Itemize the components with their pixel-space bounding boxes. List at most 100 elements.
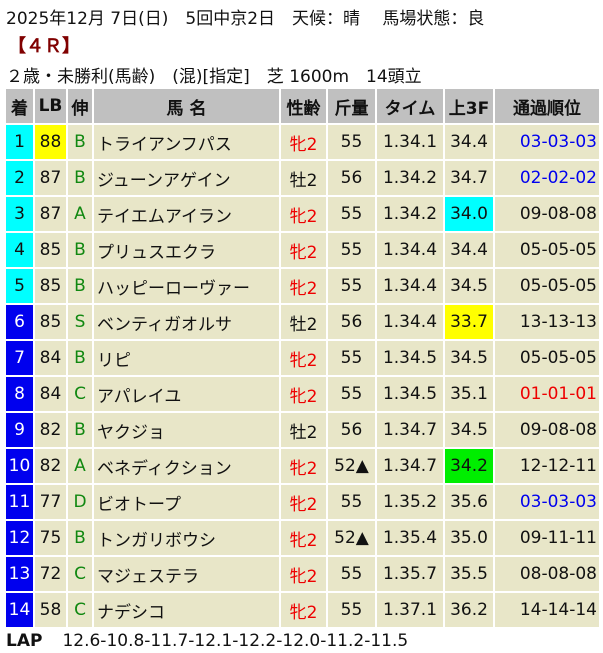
rank-cell: 6: [6, 305, 33, 339]
horse-name[interactable]: リピ: [94, 341, 279, 375]
weight-cell: 55: [328, 269, 375, 303]
time-cell: 1.34.5: [377, 377, 443, 411]
horse-name[interactable]: ビオトープ: [94, 485, 279, 519]
time-cell: 1.34.2: [377, 161, 443, 195]
horse-name[interactable]: ナデシコ: [94, 593, 279, 627]
rank-cell: 5: [6, 269, 33, 303]
result-row: 2 87 B ジューンアゲイン 牡2 56 1.34.2 34.7 02-02-02: [6, 161, 599, 195]
lb-cell: 75: [35, 521, 66, 555]
weight-cell: 55: [328, 593, 375, 627]
passing-cell: 14-14-14: [495, 593, 599, 627]
rank-cell: 8: [6, 377, 33, 411]
nobi-cell: B: [68, 233, 92, 267]
last3f-cell: 34.5: [445, 269, 493, 303]
rank-cell: 1: [6, 125, 33, 159]
time-cell: 1.34.5: [377, 341, 443, 375]
lb-cell: 82: [35, 413, 66, 447]
horse-name[interactable]: ベンティガオルサ: [94, 305, 279, 339]
rank-cell: 3: [6, 197, 33, 231]
horse-name[interactable]: トライアンフパス: [94, 125, 279, 159]
horse-name[interactable]: プリュスエクラ: [94, 233, 279, 267]
last3f-cell: 34.2: [445, 449, 493, 483]
col-weight: 斤量: [328, 89, 375, 123]
rank-cell: 12: [6, 521, 33, 555]
horse-name[interactable]: テイエムアイラン: [94, 197, 279, 231]
sex-age-cell: 牝2: [281, 449, 326, 483]
lb-cell: 85: [35, 269, 66, 303]
lb-cell: 87: [35, 161, 66, 195]
sex-age-cell: 牝2: [281, 233, 326, 267]
result-row: 6 85 S ベンティガオルサ 牡2 56 1.34.4 33.7 13-13-13: [6, 305, 599, 339]
sex-age-cell: 牡2: [281, 413, 326, 447]
result-row: 3 87 A テイエムアイラン 牝2 55 1.34.2 34.0 09-08-08: [6, 197, 599, 231]
weight-cell: 55: [328, 233, 375, 267]
result-row: 14 58 C ナデシコ 牝2 55 1.37.1 36.2 14-14-14: [6, 593, 599, 627]
nobi-cell: C: [68, 557, 92, 591]
rank-cell: 9: [6, 413, 33, 447]
passing-cell: 09-11-11: [495, 521, 599, 555]
weight-cell: 55: [328, 557, 375, 591]
lap-label: LAP: [6, 631, 43, 651]
horse-name[interactable]: ヤクジョ: [94, 413, 279, 447]
col-time: タイム: [377, 89, 443, 123]
result-row: 5 85 B ハッピーローヴァー 牝2 55 1.34.4 34.5 05-05-05: [6, 269, 599, 303]
passing-cell: 05-05-05: [495, 269, 599, 303]
passing-cell: 05-05-05: [495, 233, 599, 267]
passing-cell: 13-13-13: [495, 305, 599, 339]
sex-age-cell: 牝2: [281, 269, 326, 303]
sex-age-cell: 牝2: [281, 485, 326, 519]
nobi-cell: A: [68, 449, 92, 483]
sex-age-cell: 牡2: [281, 305, 326, 339]
lb-cell: 88: [35, 125, 66, 159]
horse-name[interactable]: ジューンアゲイン: [94, 161, 279, 195]
sex-age-cell: 牝2: [281, 557, 326, 591]
last3f-cell: 36.2: [445, 593, 493, 627]
horse-name[interactable]: アパレイユ: [94, 377, 279, 411]
last3f-cell: 35.5: [445, 557, 493, 591]
last3f-cell: 34.5: [445, 341, 493, 375]
weight-cell: 55: [328, 197, 375, 231]
weight-cell: 56: [328, 161, 375, 195]
nobi-cell: B: [68, 161, 92, 195]
horse-name[interactable]: トンガリボウシ: [94, 521, 279, 555]
last3f-cell: 34.0: [445, 197, 493, 231]
horse-name[interactable]: ベネディクション: [94, 449, 279, 483]
time-cell: 1.34.4: [377, 269, 443, 303]
lb-cell: 58: [35, 593, 66, 627]
time-cell: 1.37.1: [377, 593, 443, 627]
last3f-cell: 35.0: [445, 521, 493, 555]
col-last3f: 上3F: [445, 89, 493, 123]
lap-times: LAP 12.6-10.8-11.7-12.1-12.2-12.0-11.2-11…: [6, 631, 408, 651]
result-row: 13 72 C マジェステラ 牝2 55 1.35.7 35.5 08-08-08: [6, 557, 599, 591]
last3f-cell: 34.4: [445, 125, 493, 159]
weight-cell: 55: [328, 485, 375, 519]
passing-cell: 12-12-11: [495, 449, 599, 483]
weight-cell: 55: [328, 341, 375, 375]
passing-cell: 02-02-02: [495, 161, 599, 195]
passing-cell: 09-08-08: [495, 197, 599, 231]
last3f-cell: 35.1: [445, 377, 493, 411]
nobi-cell: B: [68, 521, 92, 555]
sex-age-cell: 牝2: [281, 593, 326, 627]
sex-age-cell: 牝2: [281, 521, 326, 555]
last3f-cell: 34.7: [445, 161, 493, 195]
sex-age-cell: 牝2: [281, 341, 326, 375]
nobi-cell: C: [68, 377, 92, 411]
nobi-cell: B: [68, 341, 92, 375]
time-cell: 1.35.7: [377, 557, 443, 591]
horse-name[interactable]: ハッピーローヴァー: [94, 269, 279, 303]
weight-cell: 55: [328, 377, 375, 411]
col-rank: 着: [6, 89, 33, 123]
rank-cell: 10: [6, 449, 33, 483]
result-row: 9 82 B ヤクジョ 牡2 56 1.34.7 34.5 09-08-08: [6, 413, 599, 447]
horse-name[interactable]: マジェステラ: [94, 557, 279, 591]
result-row: 12 75 B トンガリボウシ 牝2 52▲ 1.35.4 35.0 09-11-11: [6, 521, 599, 555]
time-cell: 1.34.7: [377, 413, 443, 447]
nobi-cell: A: [68, 197, 92, 231]
passing-cell: 03-03-03: [495, 125, 599, 159]
rank-cell: 7: [6, 341, 33, 375]
sex-age-cell: 牝2: [281, 125, 326, 159]
passing-cell: 05-05-05: [495, 341, 599, 375]
col-name: 馬 名: [94, 89, 279, 123]
time-cell: 1.34.2: [377, 197, 443, 231]
